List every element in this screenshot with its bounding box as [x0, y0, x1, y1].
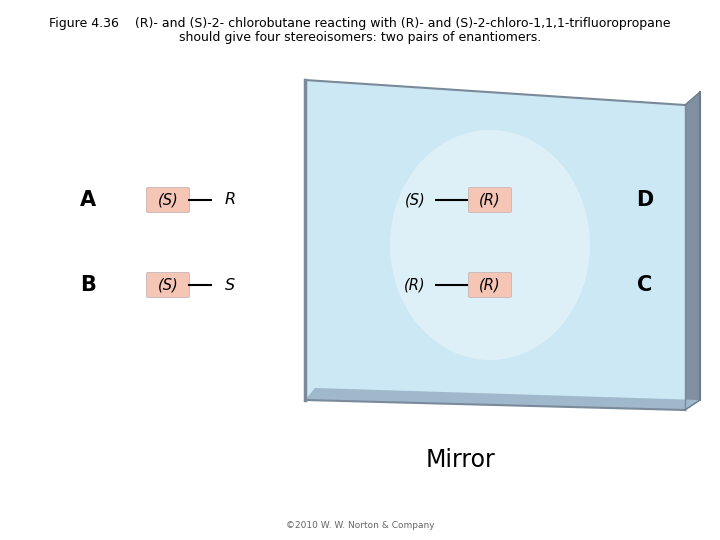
FancyBboxPatch shape: [146, 187, 189, 213]
Text: B: B: [80, 275, 96, 295]
Text: Mirror: Mirror: [425, 448, 495, 472]
Text: (S): (S): [158, 192, 179, 207]
Ellipse shape: [390, 130, 590, 360]
Text: C: C: [637, 275, 652, 295]
Text: A: A: [80, 190, 96, 210]
Text: (S): (S): [158, 278, 179, 293]
Text: S: S: [225, 278, 235, 293]
Text: D: D: [636, 190, 654, 210]
FancyBboxPatch shape: [469, 187, 511, 213]
Text: (S): (S): [405, 192, 426, 207]
Text: should give four stereoisomers: two pairs of enantiomers.: should give four stereoisomers: two pair…: [179, 31, 541, 44]
Polygon shape: [305, 388, 700, 410]
Text: (R): (R): [480, 278, 501, 293]
Text: (R): (R): [404, 278, 426, 293]
Text: R: R: [225, 192, 235, 207]
FancyBboxPatch shape: [146, 273, 189, 298]
Text: ©2010 W. W. Norton & Company: ©2010 W. W. Norton & Company: [286, 521, 434, 530]
Text: Figure 4.36    (R)- and (S)-2- chlorobutane reacting with (R)- and (S)-2-chloro-: Figure 4.36 (R)- and (S)-2- chlorobutane…: [49, 17, 671, 30]
FancyBboxPatch shape: [469, 273, 511, 298]
Text: (R): (R): [480, 192, 501, 207]
Polygon shape: [685, 92, 700, 410]
Polygon shape: [305, 80, 685, 410]
